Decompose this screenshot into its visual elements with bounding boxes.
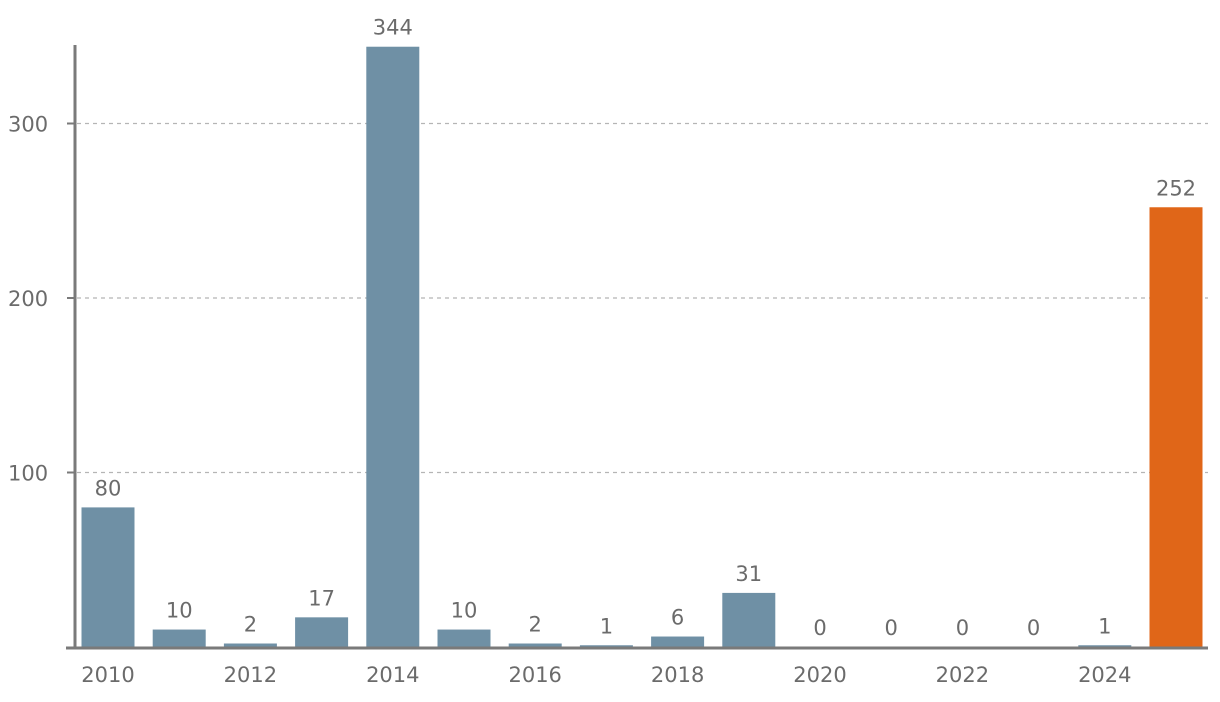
value-label-2020: 0 — [813, 616, 826, 640]
gridlines — [77, 122, 1208, 474]
value-label-2010: 80 — [95, 476, 122, 500]
bar-2014 — [366, 46, 420, 648]
value-label-2022: 0 — [956, 616, 969, 640]
bar-2018 — [651, 636, 705, 647]
x-tick-label-2022: 2022 — [936, 663, 989, 687]
value-label-2021: 0 — [885, 616, 898, 640]
value-label-2012: 2 — [244, 613, 257, 637]
value-label-2016: 2 — [529, 613, 542, 637]
value-labels: 80 10 2 17 344 10 2 1 6 31 0 0 0 0 1 252 — [95, 16, 1196, 640]
bar-2010 — [81, 507, 135, 647]
x-tick-label-2020: 2020 — [793, 663, 846, 687]
bar-2024 — [1078, 645, 1132, 647]
bar-2011 — [152, 629, 206, 647]
value-label-2025: 252 — [1156, 176, 1196, 200]
y-tick-label-200: 200 — [8, 287, 48, 311]
x-tick-label-2014: 2014 — [366, 663, 419, 687]
x-tick-label-2010: 2010 — [81, 663, 134, 687]
value-label-2013: 17 — [308, 586, 335, 610]
bar-2013 — [295, 617, 349, 647]
x-axis-ticks: 2010 2012 2014 2016 2018 2020 2022 2024 — [81, 663, 1131, 687]
value-label-2019: 31 — [735, 562, 762, 586]
x-tick-label-2018: 2018 — [651, 663, 704, 687]
y-axis-ticks: 100 200 300 — [8, 113, 75, 486]
x-tick-label-2024: 2024 — [1078, 663, 1131, 687]
bar-2016 — [508, 643, 562, 647]
x-tick-label-2016: 2016 — [508, 663, 561, 687]
bar-2015 — [437, 629, 491, 647]
bar-2017 — [579, 645, 633, 647]
value-label-2015: 10 — [451, 599, 478, 623]
value-label-2023: 0 — [1027, 616, 1040, 640]
x-tick-label-2012: 2012 — [224, 663, 277, 687]
bar-2019 — [722, 592, 776, 647]
value-label-2024: 1 — [1098, 614, 1111, 638]
y-tick-label-100: 100 — [8, 462, 48, 486]
value-label-2014: 344 — [373, 16, 413, 40]
y-tick-label-300: 300 — [8, 113, 48, 137]
value-label-2011: 10 — [166, 599, 193, 623]
bar-2025 — [1149, 207, 1203, 647]
bar-2012 — [223, 643, 277, 647]
value-label-2017: 1 — [600, 614, 613, 638]
value-label-2018: 6 — [671, 606, 684, 630]
bars — [81, 46, 1203, 648]
